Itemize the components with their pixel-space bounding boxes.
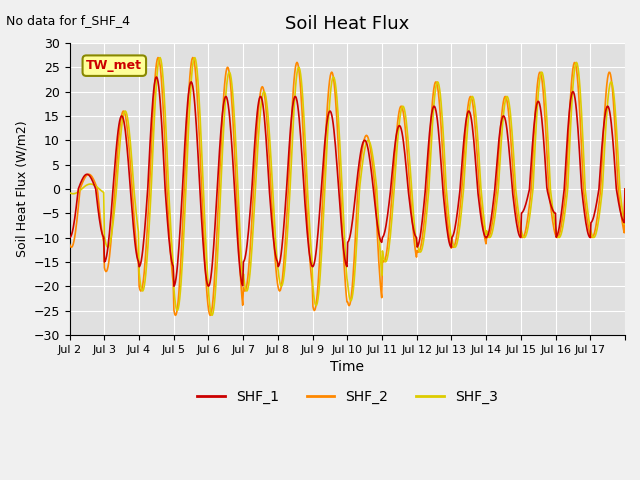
SHF_1 [131, 239, 139, 244]
SHF_3 [156, 55, 164, 60]
SHF_3 [131, 196, 139, 202]
SHF_1 [437, 161, 445, 167]
SHF_2 [406, 188, 414, 194]
Line: SHF_2: SHF_2 [70, 58, 625, 315]
SHF_1 [170, 283, 178, 289]
SHF_2 [621, 186, 629, 192]
SHF_2 [262, 105, 269, 110]
Legend: SHF_1, SHF_2, SHF_3: SHF_1, SHF_2, SHF_3 [191, 384, 504, 409]
Text: No data for f_SHF_4: No data for f_SHF_4 [6, 14, 131, 27]
Text: TW_met: TW_met [86, 59, 142, 72]
SHF_1 [283, 181, 291, 187]
SHF_2 [283, 213, 291, 218]
SHF_1 [621, 186, 629, 192]
SHF_1 [234, 248, 242, 254]
SHF_2 [234, 233, 242, 239]
SHF_3 [621, 186, 629, 192]
SHF_3 [437, 100, 445, 106]
SHF_3 [406, 163, 414, 168]
SHF_1 [153, 74, 161, 80]
SHF_3 [262, 94, 269, 100]
Title: Soil Heat Flux: Soil Heat Flux [285, 15, 410, 33]
SHF_3 [234, 194, 242, 200]
SHF_2 [206, 312, 214, 318]
SHF_2 [189, 55, 196, 60]
SHF_2 [66, 241, 74, 247]
SHF_1 [406, 202, 414, 208]
SHF_3 [209, 312, 216, 318]
SHF_3 [66, 190, 74, 196]
Line: SHF_3: SHF_3 [70, 58, 625, 315]
X-axis label: Time: Time [330, 360, 364, 374]
Line: SHF_1: SHF_1 [70, 77, 625, 286]
SHF_2 [437, 124, 445, 130]
SHF_3 [283, 239, 291, 245]
SHF_1 [66, 235, 74, 240]
SHF_2 [131, 225, 139, 230]
Y-axis label: Soil Heat Flux (W/m2): Soil Heat Flux (W/m2) [15, 120, 28, 257]
SHF_1 [262, 133, 269, 139]
